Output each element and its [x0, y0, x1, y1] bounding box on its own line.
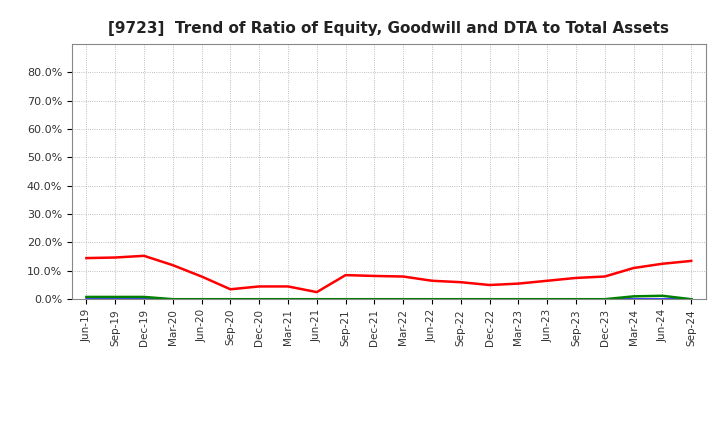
Equity — [600, 274, 609, 279]
Deferred Tax Assets — [456, 297, 465, 302]
Line: Deferred Tax Assets: Deferred Tax Assets — [86, 296, 691, 299]
Equity — [197, 274, 206, 279]
Equity — [168, 263, 177, 268]
Legend: Equity, Goodwill, Deferred Tax Assets: Equity, Goodwill, Deferred Tax Assets — [210, 438, 568, 440]
Equity — [82, 256, 91, 261]
Goodwill — [456, 297, 465, 302]
Goodwill — [485, 297, 494, 302]
Equity — [284, 284, 292, 289]
Equity — [428, 278, 436, 283]
Equity — [255, 284, 264, 289]
Equity — [399, 274, 408, 279]
Goodwill — [82, 297, 91, 302]
Equity — [687, 258, 696, 264]
Equity — [514, 281, 523, 286]
Goodwill — [428, 297, 436, 302]
Deferred Tax Assets — [543, 297, 552, 302]
Deferred Tax Assets — [197, 297, 206, 302]
Equity — [370, 273, 379, 279]
Equity — [140, 253, 148, 258]
Equity — [226, 286, 235, 292]
Equity — [312, 290, 321, 295]
Equity — [658, 261, 667, 266]
Deferred Tax Assets — [370, 297, 379, 302]
Goodwill — [658, 297, 667, 302]
Deferred Tax Assets — [629, 294, 638, 299]
Title: [9723]  Trend of Ratio of Equity, Goodwill and DTA to Total Assets: [9723] Trend of Ratio of Equity, Goodwil… — [108, 21, 670, 36]
Deferred Tax Assets — [485, 297, 494, 302]
Deferred Tax Assets — [140, 294, 148, 300]
Goodwill — [255, 297, 264, 302]
Deferred Tax Assets — [168, 297, 177, 302]
Goodwill — [341, 297, 350, 302]
Deferred Tax Assets — [600, 297, 609, 302]
Goodwill — [312, 297, 321, 302]
Deferred Tax Assets — [687, 297, 696, 302]
Goodwill — [111, 297, 120, 302]
Goodwill — [370, 297, 379, 302]
Goodwill — [197, 297, 206, 302]
Goodwill — [284, 297, 292, 302]
Deferred Tax Assets — [658, 293, 667, 298]
Equity — [543, 278, 552, 283]
Deferred Tax Assets — [428, 297, 436, 302]
Goodwill — [543, 297, 552, 302]
Goodwill — [140, 297, 148, 302]
Goodwill — [168, 297, 177, 302]
Deferred Tax Assets — [341, 297, 350, 302]
Equity — [485, 282, 494, 288]
Goodwill — [600, 297, 609, 302]
Deferred Tax Assets — [284, 297, 292, 302]
Goodwill — [687, 297, 696, 302]
Goodwill — [514, 297, 523, 302]
Equity — [456, 279, 465, 285]
Deferred Tax Assets — [572, 297, 580, 302]
Equity — [629, 265, 638, 271]
Deferred Tax Assets — [312, 297, 321, 302]
Equity — [111, 255, 120, 260]
Goodwill — [572, 297, 580, 302]
Deferred Tax Assets — [82, 294, 91, 300]
Deferred Tax Assets — [514, 297, 523, 302]
Line: Equity: Equity — [86, 256, 691, 292]
Deferred Tax Assets — [111, 294, 120, 300]
Equity — [341, 272, 350, 278]
Deferred Tax Assets — [255, 297, 264, 302]
Deferred Tax Assets — [399, 297, 408, 302]
Deferred Tax Assets — [226, 297, 235, 302]
Goodwill — [399, 297, 408, 302]
Equity — [572, 275, 580, 281]
Goodwill — [226, 297, 235, 302]
Goodwill — [629, 297, 638, 302]
